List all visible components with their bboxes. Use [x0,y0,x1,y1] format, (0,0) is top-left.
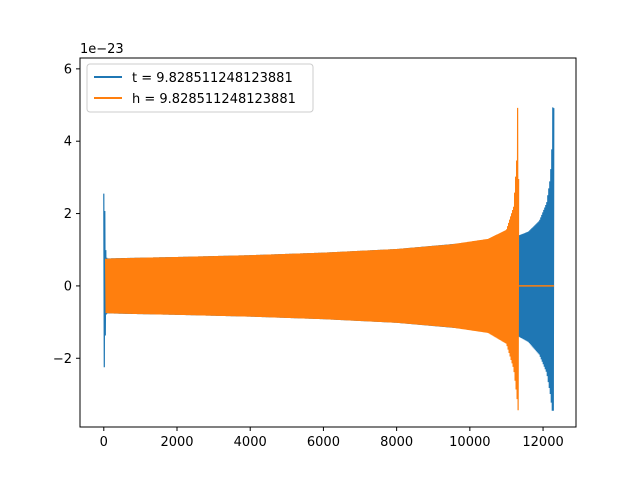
x-tick-label: 12000 [522,435,563,450]
series-layer [103,107,555,411]
legend-label-1: t = 9.828511248123881 [132,71,293,86]
y-tick-label: 4 [64,135,72,150]
y-tick-label: 6 [64,62,72,77]
axes-layer: 0 2000 4000 6000 8000 10000 12000 −2 0 2 4 6 [53,57,577,450]
axes-frame [79,57,577,428]
x-tick-label: 6000 [307,435,340,450]
x-tick-label: 0 [100,435,108,450]
y-offset-label: 1e−23 [80,42,124,57]
y-tick-label: 0 [64,279,72,294]
x-tick-label: 8000 [380,435,413,450]
series-line-2 [105,107,520,411]
legend-label-2: h = 9.828511248123881 [132,92,296,107]
series-2 [105,107,555,411]
legend: t = 9.828511248123881 h = 9.8285112481238… [86,63,314,113]
legend-box [86,63,314,113]
x-tick-label: 10000 [449,435,490,450]
y-tick-label: 2 [64,207,72,222]
y-tick-label: −2 [53,352,72,367]
x-tick-label: 4000 [234,435,267,450]
x-tick-label: 2000 [160,435,193,450]
